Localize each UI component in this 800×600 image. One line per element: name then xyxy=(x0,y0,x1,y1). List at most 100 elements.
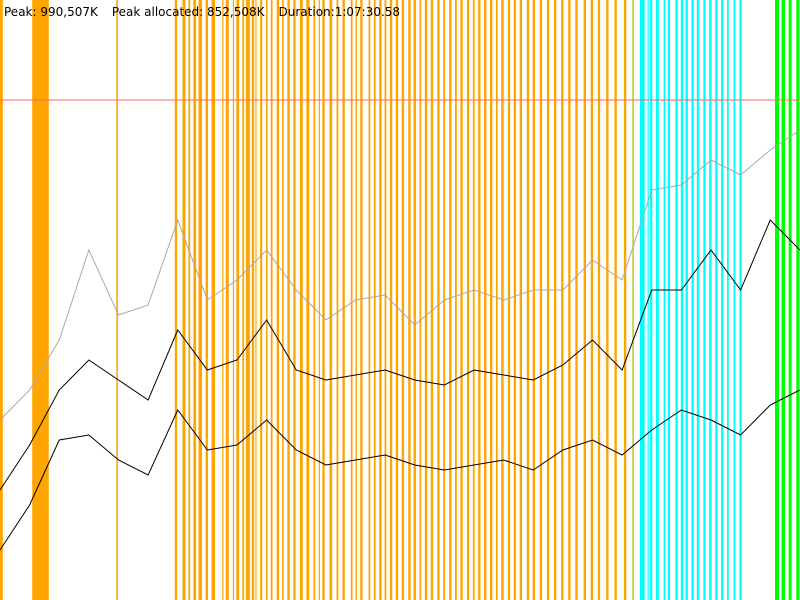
event-band-orange-26 xyxy=(306,0,310,600)
event-band-orange-31 xyxy=(336,0,339,600)
event-band-orange-10 xyxy=(222,0,224,600)
series-line-0 xyxy=(0,129,800,421)
event-band-cyan-4 xyxy=(663,0,666,600)
event-band-orange-72 xyxy=(590,0,594,600)
event-band-orange-30 xyxy=(329,0,333,600)
event-band-green-3 xyxy=(796,0,800,600)
event-band-orange-44 xyxy=(413,0,416,600)
event-band-orange-71 xyxy=(583,0,586,600)
event-band-green-2 xyxy=(788,0,792,600)
event-band-orange-54 xyxy=(472,0,475,600)
event-band-orange-64 xyxy=(532,0,536,600)
event-band-orange-32 xyxy=(342,0,345,600)
event-band-orange-63 xyxy=(526,0,530,600)
series-lines xyxy=(0,129,800,551)
event-band-orange-19 xyxy=(266,0,268,600)
event-band-cyan-11 xyxy=(703,0,706,600)
event-band-cyan-7 xyxy=(680,0,684,600)
event-band-cyan-3 xyxy=(655,0,659,600)
event-band-cyan-5 xyxy=(667,0,671,600)
event-band-orange-57 xyxy=(490,0,493,600)
series-line-2 xyxy=(0,389,800,551)
event-band-orange-28 xyxy=(318,0,320,600)
event-band-orange-38 xyxy=(379,0,382,600)
event-band-cyan-6 xyxy=(675,0,678,600)
event-band-orange-16 xyxy=(251,0,255,600)
event-band-cyan-16 xyxy=(733,0,736,600)
event-band-cyan-9 xyxy=(691,0,694,600)
event-band-orange-56 xyxy=(484,0,487,600)
event-band-cyan-8 xyxy=(685,0,688,600)
event-band-orange-17 xyxy=(255,0,257,600)
event-band-orange-61 xyxy=(513,0,517,600)
event-band-orange-70 xyxy=(575,0,578,600)
event-band-orange-36 xyxy=(368,0,371,600)
event-band-orange-58 xyxy=(495,0,498,600)
event-band-orange-29 xyxy=(322,0,325,600)
event-band-cyan-14 xyxy=(721,0,724,600)
event-band-orange-65 xyxy=(539,0,543,600)
event-band-orange-62 xyxy=(519,0,522,600)
event-band-orange-18 xyxy=(260,0,263,600)
event-band-orange-22 xyxy=(282,0,284,600)
event-band-cyan-13 xyxy=(715,0,718,600)
event-band-orange-12 xyxy=(232,0,235,600)
peak-text: Peak: 990,507K xyxy=(4,5,98,19)
event-band-orange-20 xyxy=(270,0,273,600)
event-band-orange-40 xyxy=(389,0,393,600)
event-band-orange-73 xyxy=(597,0,601,600)
event-band-orange-1 xyxy=(32,0,49,600)
event-band-orange-66 xyxy=(546,0,550,600)
event-band-orange-43 xyxy=(408,0,411,600)
event-band-green-1 xyxy=(781,0,786,600)
event-band-orange-0 xyxy=(0,0,3,600)
event-band-orange-35 xyxy=(360,0,363,600)
event-band-orange-74 xyxy=(606,0,609,600)
event-band-cyan-0 xyxy=(639,0,645,600)
event-band-orange-52 xyxy=(460,0,463,600)
event-band-orange-3 xyxy=(174,0,178,600)
event-band-green-0 xyxy=(775,0,780,600)
event-band-orange-2 xyxy=(116,0,118,600)
event-band-orange-37 xyxy=(373,0,376,600)
event-band-orange-46 xyxy=(424,0,428,600)
event-band-orange-50 xyxy=(449,0,452,600)
series-line-1 xyxy=(0,219,800,491)
event-band-cyan-2 xyxy=(649,0,653,600)
event-band-orange-48 xyxy=(437,0,440,600)
event-band-orange-13 xyxy=(236,0,240,600)
event-band-orange-45 xyxy=(419,0,422,600)
event-band-orange-75 xyxy=(614,0,617,600)
event-band-orange-76 xyxy=(623,0,627,600)
event-band-orange-7 xyxy=(198,0,203,600)
event-band-orange-41 xyxy=(395,0,399,600)
event-band-cyan-12 xyxy=(709,0,712,600)
stats-header: Peak: 990,507K Peak allocated: 852,508K Du… xyxy=(4,5,400,19)
duration-text: Duration:1:07:30.58 xyxy=(278,5,401,19)
event-band-olive-0 xyxy=(632,0,634,600)
event-band-orange-39 xyxy=(384,0,387,600)
event-band-orange-6 xyxy=(193,0,197,600)
event-band-orange-69 xyxy=(568,0,571,600)
event-band-orange-9 xyxy=(211,0,216,600)
event-band-orange-42 xyxy=(401,0,405,600)
event-band-orange-21 xyxy=(276,0,280,600)
event-band-cyan-10 xyxy=(696,0,700,600)
event-band-orange-53 xyxy=(466,0,470,600)
event-band-orange-27 xyxy=(313,0,316,600)
event-band-orange-23 xyxy=(287,0,290,600)
event-band-orange-55 xyxy=(478,0,481,600)
event-band-orange-67 xyxy=(553,0,557,600)
event-band-orange-15 xyxy=(245,0,250,600)
event-band-orange-14 xyxy=(242,0,245,600)
event-band-orange-11 xyxy=(225,0,229,600)
peak-allocated-text: Peak allocated: 852,508K xyxy=(111,5,265,19)
event-band-orange-8 xyxy=(205,0,208,600)
event-band-orange-4 xyxy=(182,0,186,600)
event-band-orange-47 xyxy=(430,0,434,600)
event-band-orange-68 xyxy=(561,0,564,600)
event-band-cyan-17 xyxy=(739,0,742,600)
event-band-orange-24 xyxy=(293,0,296,600)
